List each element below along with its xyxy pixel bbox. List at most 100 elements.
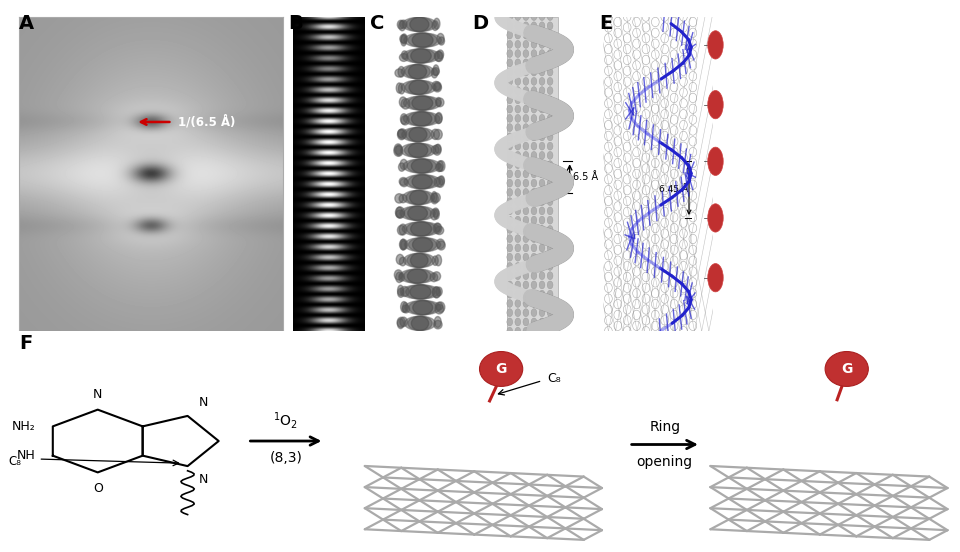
Ellipse shape: [433, 208, 439, 217]
Ellipse shape: [395, 194, 403, 203]
Ellipse shape: [623, 207, 631, 216]
Ellipse shape: [642, 34, 650, 43]
Ellipse shape: [437, 302, 444, 312]
Ellipse shape: [531, 50, 537, 57]
Ellipse shape: [523, 68, 529, 76]
Ellipse shape: [406, 17, 433, 31]
Ellipse shape: [547, 133, 553, 141]
Ellipse shape: [660, 77, 668, 86]
Ellipse shape: [660, 66, 668, 76]
Ellipse shape: [652, 115, 660, 124]
Ellipse shape: [547, 198, 553, 205]
Ellipse shape: [652, 224, 660, 233]
Ellipse shape: [642, 251, 650, 260]
Ellipse shape: [431, 129, 440, 140]
Ellipse shape: [531, 96, 537, 104]
Ellipse shape: [680, 66, 687, 76]
FancyBboxPatch shape: [508, 17, 558, 331]
Ellipse shape: [411, 222, 432, 236]
Ellipse shape: [407, 159, 437, 173]
Ellipse shape: [670, 147, 678, 157]
Ellipse shape: [660, 120, 668, 130]
Ellipse shape: [433, 223, 442, 233]
Ellipse shape: [652, 158, 660, 168]
Ellipse shape: [614, 136, 622, 146]
Ellipse shape: [436, 98, 442, 107]
Ellipse shape: [614, 61, 622, 70]
Ellipse shape: [633, 104, 640, 114]
Ellipse shape: [660, 240, 668, 249]
Ellipse shape: [670, 28, 678, 38]
Ellipse shape: [507, 244, 513, 252]
Ellipse shape: [399, 257, 406, 266]
Ellipse shape: [540, 207, 545, 215]
Ellipse shape: [540, 59, 545, 67]
Ellipse shape: [680, 34, 687, 43]
Ellipse shape: [623, 120, 631, 130]
Ellipse shape: [401, 285, 440, 299]
Ellipse shape: [507, 87, 513, 94]
Ellipse shape: [408, 33, 437, 47]
Ellipse shape: [397, 288, 404, 298]
Ellipse shape: [642, 174, 650, 184]
Ellipse shape: [623, 12, 631, 22]
Ellipse shape: [670, 299, 678, 309]
Ellipse shape: [633, 213, 640, 222]
Ellipse shape: [531, 207, 537, 215]
Ellipse shape: [404, 143, 432, 157]
Ellipse shape: [531, 105, 537, 113]
Ellipse shape: [515, 309, 520, 317]
Ellipse shape: [670, 289, 678, 298]
Ellipse shape: [431, 68, 438, 78]
Ellipse shape: [531, 179, 537, 187]
Ellipse shape: [523, 225, 529, 233]
Ellipse shape: [680, 44, 687, 54]
Ellipse shape: [531, 124, 537, 131]
Ellipse shape: [623, 164, 631, 173]
Ellipse shape: [431, 146, 439, 153]
Ellipse shape: [401, 34, 407, 44]
Ellipse shape: [540, 253, 545, 261]
Ellipse shape: [670, 169, 678, 179]
Ellipse shape: [623, 66, 631, 76]
Ellipse shape: [515, 114, 520, 123]
Ellipse shape: [507, 124, 513, 131]
Ellipse shape: [523, 207, 529, 215]
Ellipse shape: [515, 327, 520, 335]
Ellipse shape: [642, 66, 650, 76]
Text: 1/(6.5 Å): 1/(6.5 Å): [178, 115, 235, 129]
Ellipse shape: [507, 225, 513, 233]
Ellipse shape: [540, 13, 545, 20]
Ellipse shape: [515, 188, 520, 197]
Ellipse shape: [547, 124, 553, 131]
Ellipse shape: [401, 80, 436, 94]
Ellipse shape: [396, 207, 404, 218]
Ellipse shape: [547, 216, 553, 224]
Ellipse shape: [523, 22, 529, 30]
Ellipse shape: [614, 201, 622, 211]
Ellipse shape: [642, 88, 650, 97]
Ellipse shape: [680, 153, 687, 162]
Ellipse shape: [523, 272, 529, 280]
Ellipse shape: [689, 82, 697, 92]
Ellipse shape: [623, 251, 631, 260]
Ellipse shape: [540, 31, 545, 39]
Ellipse shape: [402, 305, 410, 313]
Ellipse shape: [399, 97, 407, 107]
Ellipse shape: [400, 160, 407, 169]
Ellipse shape: [652, 267, 660, 276]
Ellipse shape: [614, 126, 622, 135]
Ellipse shape: [689, 17, 697, 26]
Ellipse shape: [404, 174, 441, 189]
Ellipse shape: [409, 128, 427, 142]
Ellipse shape: [689, 191, 697, 200]
Ellipse shape: [614, 28, 622, 38]
Ellipse shape: [432, 67, 440, 76]
Ellipse shape: [402, 17, 437, 31]
Ellipse shape: [401, 51, 408, 59]
Ellipse shape: [547, 290, 553, 298]
Ellipse shape: [523, 114, 529, 123]
Ellipse shape: [660, 218, 668, 227]
Ellipse shape: [670, 50, 678, 59]
Ellipse shape: [435, 51, 444, 62]
